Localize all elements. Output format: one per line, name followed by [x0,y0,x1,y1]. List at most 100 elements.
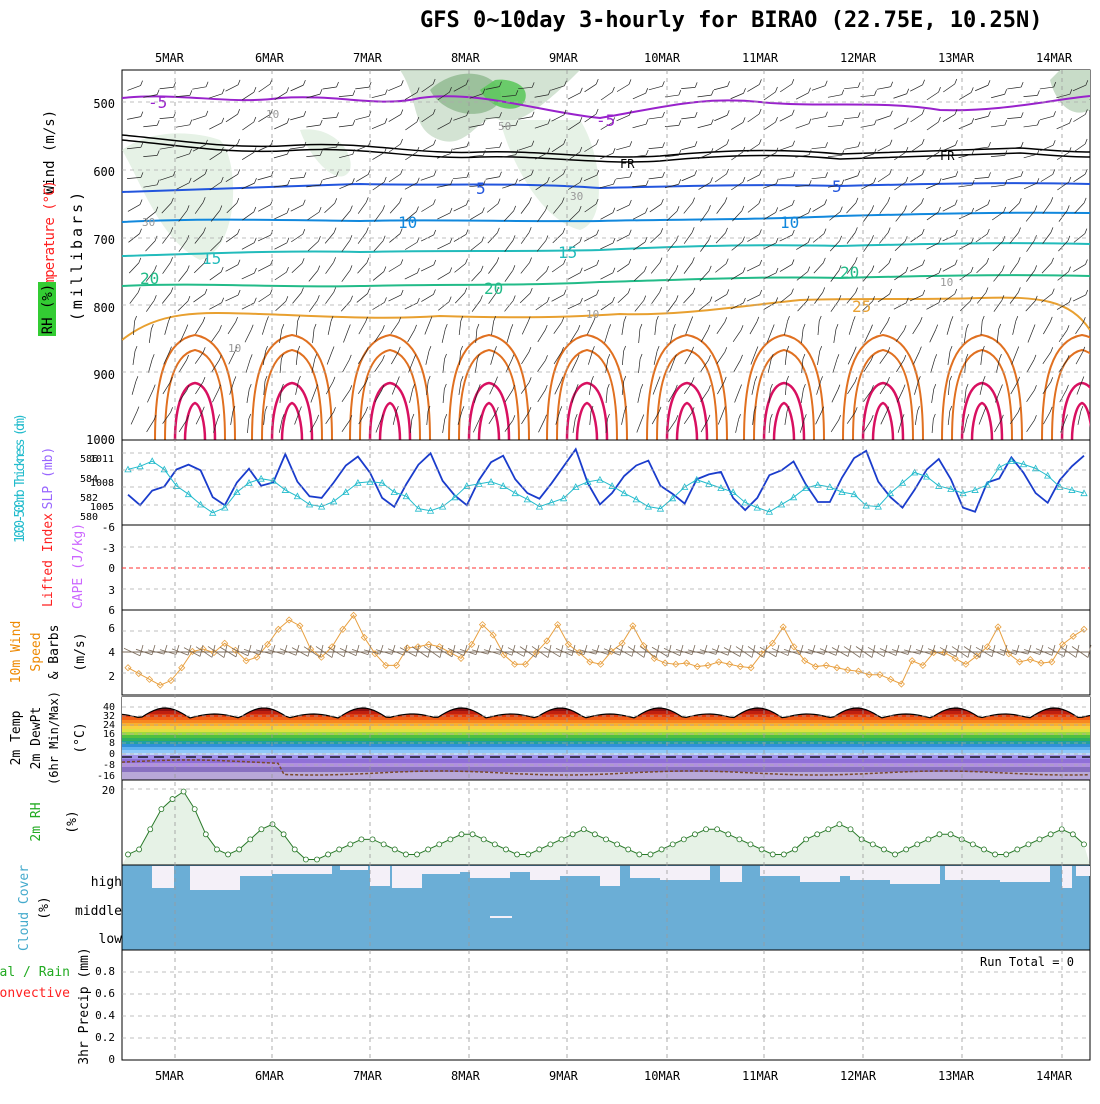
run-total: Run Total = 0 [980,955,1074,969]
wind-barb-upper [306,124,321,128]
wind-barb-upper [535,152,548,160]
wind-barb-upper [976,292,987,304]
rh-point [803,836,809,843]
wind-barb-upper [683,262,693,274]
wind-barb-upper-flag [465,79,469,85]
wind-barb-upper-flag [336,112,339,118]
wind-barb-upper [176,182,190,190]
wind-barb-upper [1042,352,1052,364]
wind-barb-upper [193,173,206,183]
wind-barb-upper [555,411,561,425]
wind-barb-flag [187,644,192,656]
lifted-index-panel [121,524,1091,611]
wind-barb [195,646,213,658]
ylabel-wind10-1: 10m Wind [9,621,24,684]
wind-barb-upper-flag [253,206,257,213]
wind-barb-upper-flag [563,139,566,145]
wind-barb-upper [1058,210,1068,222]
wind-barb-upper [830,270,840,282]
wind-barb-upper-flag [531,169,534,175]
wind-barb-flag [1027,644,1032,655]
rh-point [1036,836,1043,843]
wind-barb-upper-flag [383,176,387,183]
wind-barb-upper-flag [350,205,353,211]
wind-barb-upper [242,91,255,101]
wind-barb-upper-flag [623,375,627,382]
wind-barb-upper-flag [905,117,909,123]
wind-barb-upper-flag [707,414,711,421]
wind-barb-upper [622,350,624,366]
slp-tick: 1008 [90,478,114,489]
wind-barb-upper [862,300,873,312]
wind-barb-upper-flag [317,295,320,301]
wind-barb-upper-flag [480,265,484,272]
wind-barb-upper [567,92,581,100]
wind-barb-upper-flag [938,178,942,184]
precip-tick: 0.4 [95,1009,115,1022]
contour-25 [122,296,1090,341]
wind-barb-upper-flag [400,138,403,145]
rh-point [225,851,231,858]
wind-barb-upper-flag [544,414,547,420]
cloud-ticks: high middle low [75,875,122,947]
wind-speed-point [983,643,991,651]
wind-barb-upper [143,184,158,188]
wind-barb-upper [325,381,334,395]
wind-barb-upper [489,381,496,395]
wind-barb-upper [978,411,985,425]
wind-barb-upper [290,204,304,212]
wind-barb-flag [475,644,480,655]
wind-barb-upper [341,240,351,252]
wind-barb-upper [784,351,788,365]
wind-barb-upper-flag [352,149,356,155]
wind-barb [675,649,693,655]
rh-point [291,846,298,853]
time-label: 14MAR [1036,51,1073,65]
wind-barb-upper [990,124,1005,128]
wind-barb-upper-flag [1049,316,1053,323]
wind-barb-upper [844,146,859,150]
rh-point [658,846,665,853]
wind-barb-upper [263,380,266,396]
wind-barb-upper [1056,93,1070,99]
wind-barb-upper-flag [726,289,730,295]
thickness-point [172,482,181,489]
wind-barb-upper-flag [694,170,697,176]
wind-speed-point [1048,658,1056,666]
wind-barb-upper-flag [808,149,812,155]
wind-barb-upper-flag [433,170,437,176]
cloud-gap [1062,866,1072,888]
wind-barb-upper [537,210,546,222]
wind-barb-flag [403,644,408,656]
wind-barb-flag [547,644,552,658]
wind-barb-upper [127,204,141,212]
wind-barb-upper-flag [639,323,643,330]
wind-speed-point [725,660,734,668]
thickness-point [983,481,991,488]
wind-barb-upper-flag [822,287,826,293]
wind-barb-upper-flag [396,406,399,412]
cloud-gap [190,866,240,890]
wind-barb-upper-flag [887,376,890,383]
wind-barb-upper [617,263,629,273]
wind-barb-upper-flag [854,376,858,383]
rh-point [247,836,254,843]
wind-barb-upper [211,359,220,373]
wind-barb-upper [683,412,693,424]
wind-barb-upper [567,302,581,310]
rh-point [747,841,754,848]
wind-barb-upper [372,181,385,191]
rh-shade-7 [1050,70,1090,113]
wind-barb-upper [572,419,576,433]
wind-barb-upper [926,242,940,250]
wind-barb-upper-flag [742,176,746,183]
wind-barb-upper-flag [365,347,369,353]
wind-barb [627,646,645,658]
wind-barb-upper [583,174,597,182]
wind-barb-upper-flag [955,171,959,177]
wind-barb-upper-flag [529,197,532,203]
wind-barb-upper-flag [753,405,757,412]
wind-barb-upper-flag [905,297,909,303]
wind-barb-upper-flag [301,287,304,293]
